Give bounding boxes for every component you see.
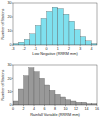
bar: [81, 102, 86, 105]
bar: [80, 37, 86, 45]
bar: [71, 101, 76, 105]
x-tick-label: 0: [46, 47, 48, 51]
y-tick: [12, 65, 13, 66]
y-tick: [12, 78, 13, 79]
x-tick-label: 1: [57, 47, 59, 51]
bar: [18, 89, 23, 105]
plot-frame: [13, 3, 97, 45]
bar: [30, 34, 36, 45]
x-tick-label: -3: [11, 47, 14, 51]
x-tick-label: 16: [95, 107, 99, 111]
bar: [55, 94, 60, 105]
bar: [47, 11, 53, 45]
x-tick-label: 12: [74, 107, 78, 111]
bars: [13, 7, 97, 45]
bar: [63, 14, 69, 45]
figure: 0102030-3-2-101234Low Negative (RRRM mm)…: [0, 0, 100, 123]
x-tick-label: 14: [85, 107, 89, 111]
x-tick-label: 2: [23, 107, 25, 111]
plot-frame: [13, 65, 97, 105]
bar: [13, 101, 18, 105]
chart: 0102030-3-2-101234Low Negative (RRRM mm)…: [1, 1, 98, 56]
bar: [24, 76, 29, 105]
y-tick-label: 20: [7, 77, 11, 81]
y-tick: [12, 45, 13, 46]
y-tick-label: 30: [7, 63, 11, 67]
bar: [86, 41, 92, 45]
bar: [58, 9, 64, 45]
y-tick-label: 20: [7, 15, 11, 19]
bar: [69, 21, 75, 45]
y-tick-label: 30: [7, 1, 11, 5]
x-tick-label: 10: [64, 107, 68, 111]
bar: [34, 72, 39, 105]
y-tick: [12, 105, 13, 106]
bar: [52, 7, 58, 45]
x-axis-label: Rainfall Variable (RRRM mm): [30, 113, 80, 117]
y-tick: [12, 3, 13, 4]
bar: [29, 68, 34, 105]
x-tick-label: 6: [44, 107, 46, 111]
x-tick-label: 2: [68, 47, 70, 51]
x-tick-label: 3: [79, 47, 81, 51]
y-axis-label: Number of Stations: [1, 69, 5, 100]
chart: 01020300246810121416Rainfall Variable (R…: [1, 63, 100, 117]
bar: [41, 18, 47, 45]
bars: [13, 68, 97, 105]
y-tick: [12, 17, 13, 18]
x-axis-label: Low Negative (RRRM mm): [32, 52, 78, 56]
bar: [76, 102, 81, 105]
x-tick-label: 0: [12, 107, 14, 111]
y-axis-label: Number of Stations: [1, 8, 5, 39]
y-tick: [12, 91, 13, 92]
bar: [35, 25, 41, 45]
bar: [50, 90, 55, 105]
x-tick-label: -1: [34, 47, 37, 51]
bar: [60, 97, 65, 105]
bar: [24, 39, 30, 45]
bar: [13, 44, 19, 45]
x-tick-label: 4: [90, 47, 92, 51]
x-tick-label: -2: [23, 47, 26, 51]
bar: [75, 30, 81, 45]
x-tick-label: 8: [54, 107, 56, 111]
y-tick: [12, 31, 13, 32]
bar: [91, 44, 97, 45]
bar: [66, 100, 71, 105]
y-tick-label: 10: [7, 29, 11, 33]
bar: [19, 42, 25, 45]
bar: [39, 78, 44, 105]
x-tick-label: 4: [33, 107, 35, 111]
bar: [45, 85, 50, 105]
y-tick-label: 10: [7, 90, 11, 94]
